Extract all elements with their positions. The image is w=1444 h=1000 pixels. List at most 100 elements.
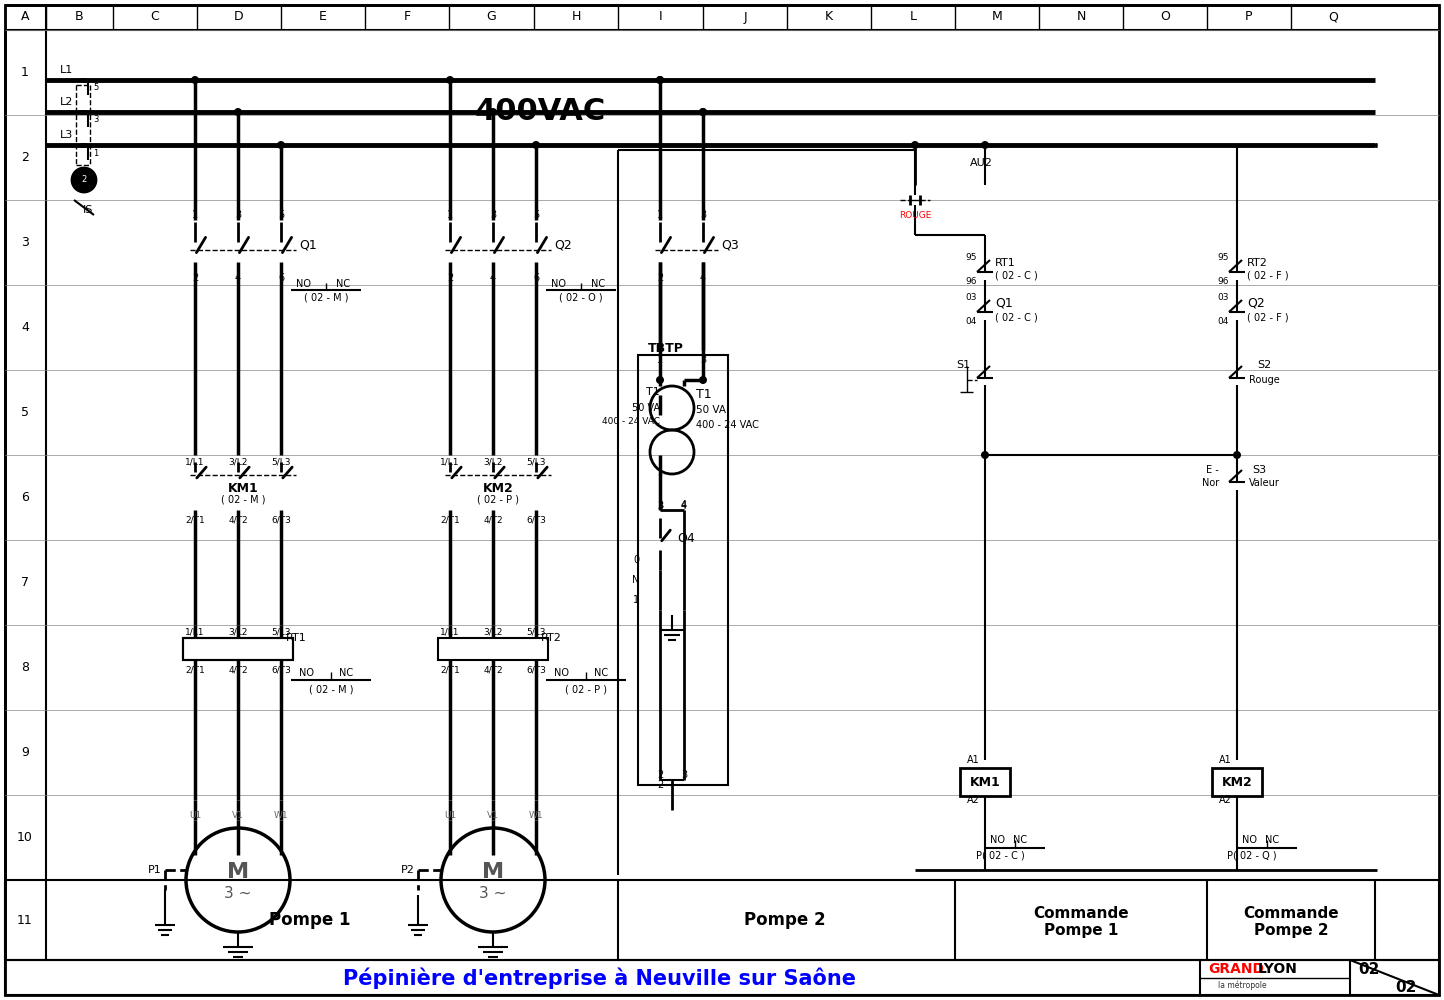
Text: NC: NC: [1014, 835, 1027, 845]
Text: N: N: [1076, 10, 1086, 23]
Text: 3: 3: [657, 501, 663, 511]
Text: 04: 04: [966, 318, 978, 326]
Text: Q2: Q2: [1248, 296, 1265, 310]
Text: Commande: Commande: [1034, 906, 1129, 920]
Text: 5: 5: [533, 210, 539, 220]
Text: P2: P2: [401, 865, 414, 875]
Text: NO: NO: [552, 279, 566, 289]
Text: KM2: KM2: [482, 482, 514, 494]
Text: 03: 03: [1217, 294, 1229, 302]
Text: S3: S3: [1252, 465, 1266, 475]
Text: 3 ~: 3 ~: [479, 886, 507, 900]
Circle shape: [446, 76, 453, 84]
Text: G: G: [487, 10, 497, 23]
Text: 1/L1: 1/L1: [440, 628, 459, 637]
Text: 3: 3: [235, 210, 241, 220]
Text: J: J: [744, 10, 747, 23]
Text: 2: 2: [81, 176, 87, 184]
Text: 6: 6: [22, 491, 29, 504]
Text: LYON: LYON: [1258, 962, 1298, 976]
Text: 2: 2: [657, 770, 663, 780]
Text: 1: 1: [22, 66, 29, 79]
Text: 96: 96: [1217, 277, 1229, 286]
Text: Pompe 1: Pompe 1: [269, 911, 351, 929]
Text: L1: L1: [61, 65, 74, 75]
Text: V1: V1: [232, 810, 244, 820]
Text: 6/T3: 6/T3: [271, 516, 290, 524]
Text: Nor: Nor: [1201, 478, 1219, 488]
Text: NO: NO: [296, 279, 310, 289]
Text: 2: 2: [446, 273, 453, 283]
Text: ( 02 - M ): ( 02 - M ): [309, 685, 354, 695]
Text: B: B: [75, 10, 84, 23]
Text: 1/L1: 1/L1: [440, 458, 459, 466]
Text: 2: 2: [22, 151, 29, 164]
Text: H: H: [572, 10, 580, 23]
Text: 6/T3: 6/T3: [526, 666, 546, 674]
Text: IS: IS: [82, 205, 94, 215]
Text: S1: S1: [956, 360, 970, 370]
Text: N: N: [632, 575, 640, 585]
Circle shape: [72, 168, 95, 192]
Text: W1: W1: [274, 810, 289, 820]
Text: NO: NO: [299, 668, 313, 678]
Bar: [183, 638, 293, 660]
Circle shape: [980, 141, 989, 149]
Text: 1/L1: 1/L1: [185, 458, 205, 466]
Text: 95: 95: [1217, 253, 1229, 262]
Circle shape: [699, 108, 708, 116]
Circle shape: [656, 376, 664, 384]
Text: KM1: KM1: [969, 776, 1001, 788]
Circle shape: [656, 76, 664, 84]
Text: 4/T2: 4/T2: [484, 516, 503, 524]
Text: GRAND: GRAND: [1209, 962, 1264, 976]
Text: P1: P1: [149, 865, 162, 875]
Text: P( 02 - C ): P( 02 - C ): [976, 850, 1024, 860]
Text: 11: 11: [17, 914, 33, 926]
Text: 8: 8: [22, 661, 29, 674]
Text: A2: A2: [1219, 795, 1232, 805]
Text: 02: 02: [1357, 962, 1379, 976]
Text: Q4: Q4: [677, 532, 695, 544]
Text: 5/L3: 5/L3: [526, 628, 546, 637]
Circle shape: [1233, 451, 1240, 459]
Text: 3: 3: [22, 236, 29, 249]
Text: P( 02 - Q ): P( 02 - Q ): [1227, 850, 1276, 860]
Text: 4: 4: [490, 273, 497, 283]
Text: 7: 7: [22, 576, 29, 589]
Text: 2: 2: [192, 273, 198, 283]
Circle shape: [656, 76, 664, 84]
Text: NC: NC: [1265, 835, 1279, 845]
Circle shape: [699, 108, 708, 116]
Text: 6/T3: 6/T3: [526, 516, 546, 524]
Circle shape: [911, 141, 918, 149]
Text: 3/L2: 3/L2: [228, 628, 248, 637]
Circle shape: [980, 451, 989, 459]
Text: 2: 2: [657, 273, 663, 283]
Text: P: P: [1245, 10, 1253, 23]
Bar: [638, 355, 728, 785]
Text: 1: 1: [448, 210, 453, 220]
Text: ( 02 - M ): ( 02 - M ): [303, 293, 348, 303]
Text: ( 02 - C ): ( 02 - C ): [995, 312, 1038, 322]
Text: 4: 4: [22, 321, 29, 334]
Text: U1: U1: [443, 810, 456, 820]
Text: Q3: Q3: [721, 238, 739, 251]
Bar: [438, 638, 549, 660]
Text: 1: 1: [657, 210, 663, 220]
Text: 4/T2: 4/T2: [228, 666, 248, 674]
Text: 95: 95: [966, 253, 978, 262]
Text: M: M: [482, 862, 504, 882]
Text: W1: W1: [529, 810, 543, 820]
Text: ( 02 - M ): ( 02 - M ): [221, 495, 266, 505]
Text: 3: 3: [92, 115, 98, 124]
Text: 10: 10: [17, 831, 33, 844]
Text: E -: E -: [1206, 465, 1219, 475]
Text: 400VAC: 400VAC: [475, 98, 605, 126]
Text: 5: 5: [277, 210, 284, 220]
Text: 5: 5: [22, 406, 29, 419]
Text: 4: 4: [235, 273, 241, 283]
Text: 400 - 24 VAC: 400 - 24 VAC: [602, 418, 660, 426]
Text: Q1: Q1: [995, 296, 1012, 310]
Text: 1: 1: [632, 595, 640, 605]
